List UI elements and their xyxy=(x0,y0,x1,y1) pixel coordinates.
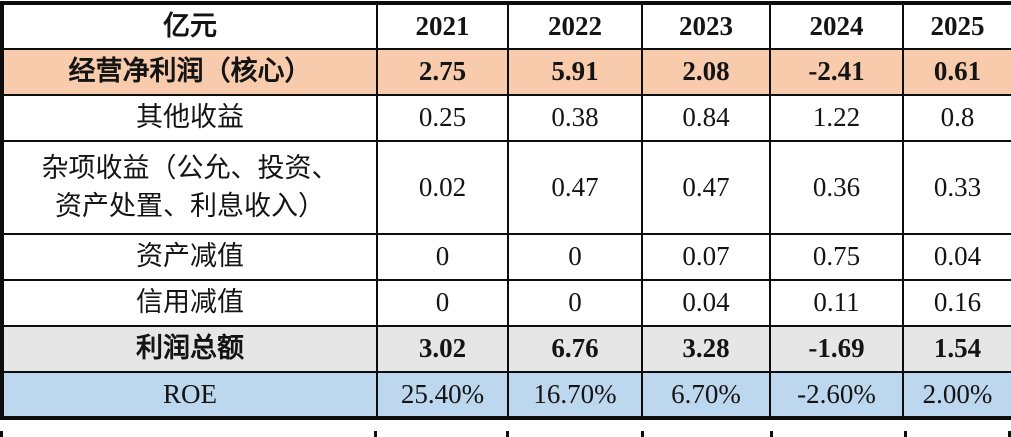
row-label: 经营净利润（核心） xyxy=(1,48,378,96)
year-header-2022: 2022 xyxy=(507,2,643,50)
table-cell: 0 xyxy=(507,279,643,327)
year-header-2021: 2021 xyxy=(376,2,509,50)
grid-stub xyxy=(506,431,509,437)
table-cell: 3.02 xyxy=(376,325,509,373)
grid-stub xyxy=(770,431,773,437)
table-row-core-operating-profit: 经营净利润（核心） 2.75 5.91 2.08 -2.41 0.61 xyxy=(1,48,1011,96)
row-label: 利润总额 xyxy=(1,325,378,373)
year-header-2024: 2024 xyxy=(769,2,904,50)
unit-header-cell: 亿元 xyxy=(1,2,378,50)
row-label: ROE xyxy=(1,371,378,419)
row-label: 资产减值 xyxy=(1,233,378,281)
table-row-roe: ROE 25.40% 16.70% 6.70% -2.60% 2.00% xyxy=(1,371,1011,419)
table-header-row: 亿元 2021 2022 2023 2024 2025 xyxy=(1,2,1011,50)
table-cell: 2.75 xyxy=(376,48,509,96)
cropped-next-row-gridlines xyxy=(0,431,1011,437)
table-cell: 0.84 xyxy=(641,94,771,142)
table-cell: -2.41 xyxy=(769,48,904,96)
table-cell: 6.70% xyxy=(641,371,771,419)
table-row-total-profit: 利润总额 3.02 6.76 3.28 -1.69 1.54 xyxy=(1,325,1011,373)
table-cell: 0.04 xyxy=(641,279,771,327)
table-cell: 2.08 xyxy=(641,48,771,96)
table-cell: -2.60% xyxy=(769,371,904,419)
table-row-asset-impairment: 资产减值 0 0 0.07 0.75 0.04 xyxy=(1,233,1011,281)
row-label: 其他收益 xyxy=(1,94,378,142)
row-label: 信用减值 xyxy=(1,279,378,327)
table-cell: 0.38 xyxy=(507,94,643,142)
table-cell: 0.07 xyxy=(641,233,771,281)
year-header-2025: 2025 xyxy=(902,2,1011,50)
table-cell: 2.00% xyxy=(902,371,1011,419)
table-cell: 25.40% xyxy=(376,371,509,419)
table-cell: 1.54 xyxy=(902,325,1011,373)
table-row-misc-income: 杂项收益（公允、投资、 资产处置、利息收入） 0.02 0.47 0.47 0.… xyxy=(1,140,1011,235)
table-cell: 3.28 xyxy=(641,325,771,373)
table-cell: 0.04 xyxy=(902,233,1011,281)
table-cell: 5.91 xyxy=(507,48,643,96)
table-cell: 0.33 xyxy=(902,140,1011,235)
table-row-other-income: 其他收益 0.25 0.38 0.84 1.22 0.8 xyxy=(1,94,1011,142)
grid-stub xyxy=(0,431,3,437)
table-cell: 0.75 xyxy=(769,233,904,281)
table-cell: 0 xyxy=(376,279,509,327)
table-cell: 0.16 xyxy=(902,279,1011,327)
table-cell: 1.22 xyxy=(769,94,904,142)
year-header-2023: 2023 xyxy=(641,2,771,50)
profit-composition-table: 亿元 2021 2022 2023 2024 2025 经营净利润（核心） 2.… xyxy=(0,1,1011,420)
table-cell: 0 xyxy=(376,233,509,281)
table-cell: 6.76 xyxy=(507,325,643,373)
table-cell: 0.36 xyxy=(769,140,904,235)
grid-stub xyxy=(904,431,907,437)
table-cell: 0.8 xyxy=(902,94,1011,142)
grid-stub xyxy=(374,431,377,437)
table-cell: 0.61 xyxy=(902,48,1011,96)
table-row-credit-impairment: 信用减值 0 0 0.04 0.11 0.16 xyxy=(1,279,1011,327)
table-cell: 0.02 xyxy=(376,140,509,235)
table-cell: 0 xyxy=(507,233,643,281)
row-label: 杂项收益（公允、投资、 资产处置、利息收入） xyxy=(1,140,378,235)
table-cell: 0.47 xyxy=(641,140,771,235)
table-cell: 0.25 xyxy=(376,94,509,142)
table-cell: -1.69 xyxy=(769,325,904,373)
grid-stub xyxy=(1008,431,1011,437)
grid-stub xyxy=(641,431,644,437)
table-cell: 16.70% xyxy=(507,371,643,419)
table-cell: 0.47 xyxy=(507,140,643,235)
table-cell: 0.11 xyxy=(769,279,904,327)
